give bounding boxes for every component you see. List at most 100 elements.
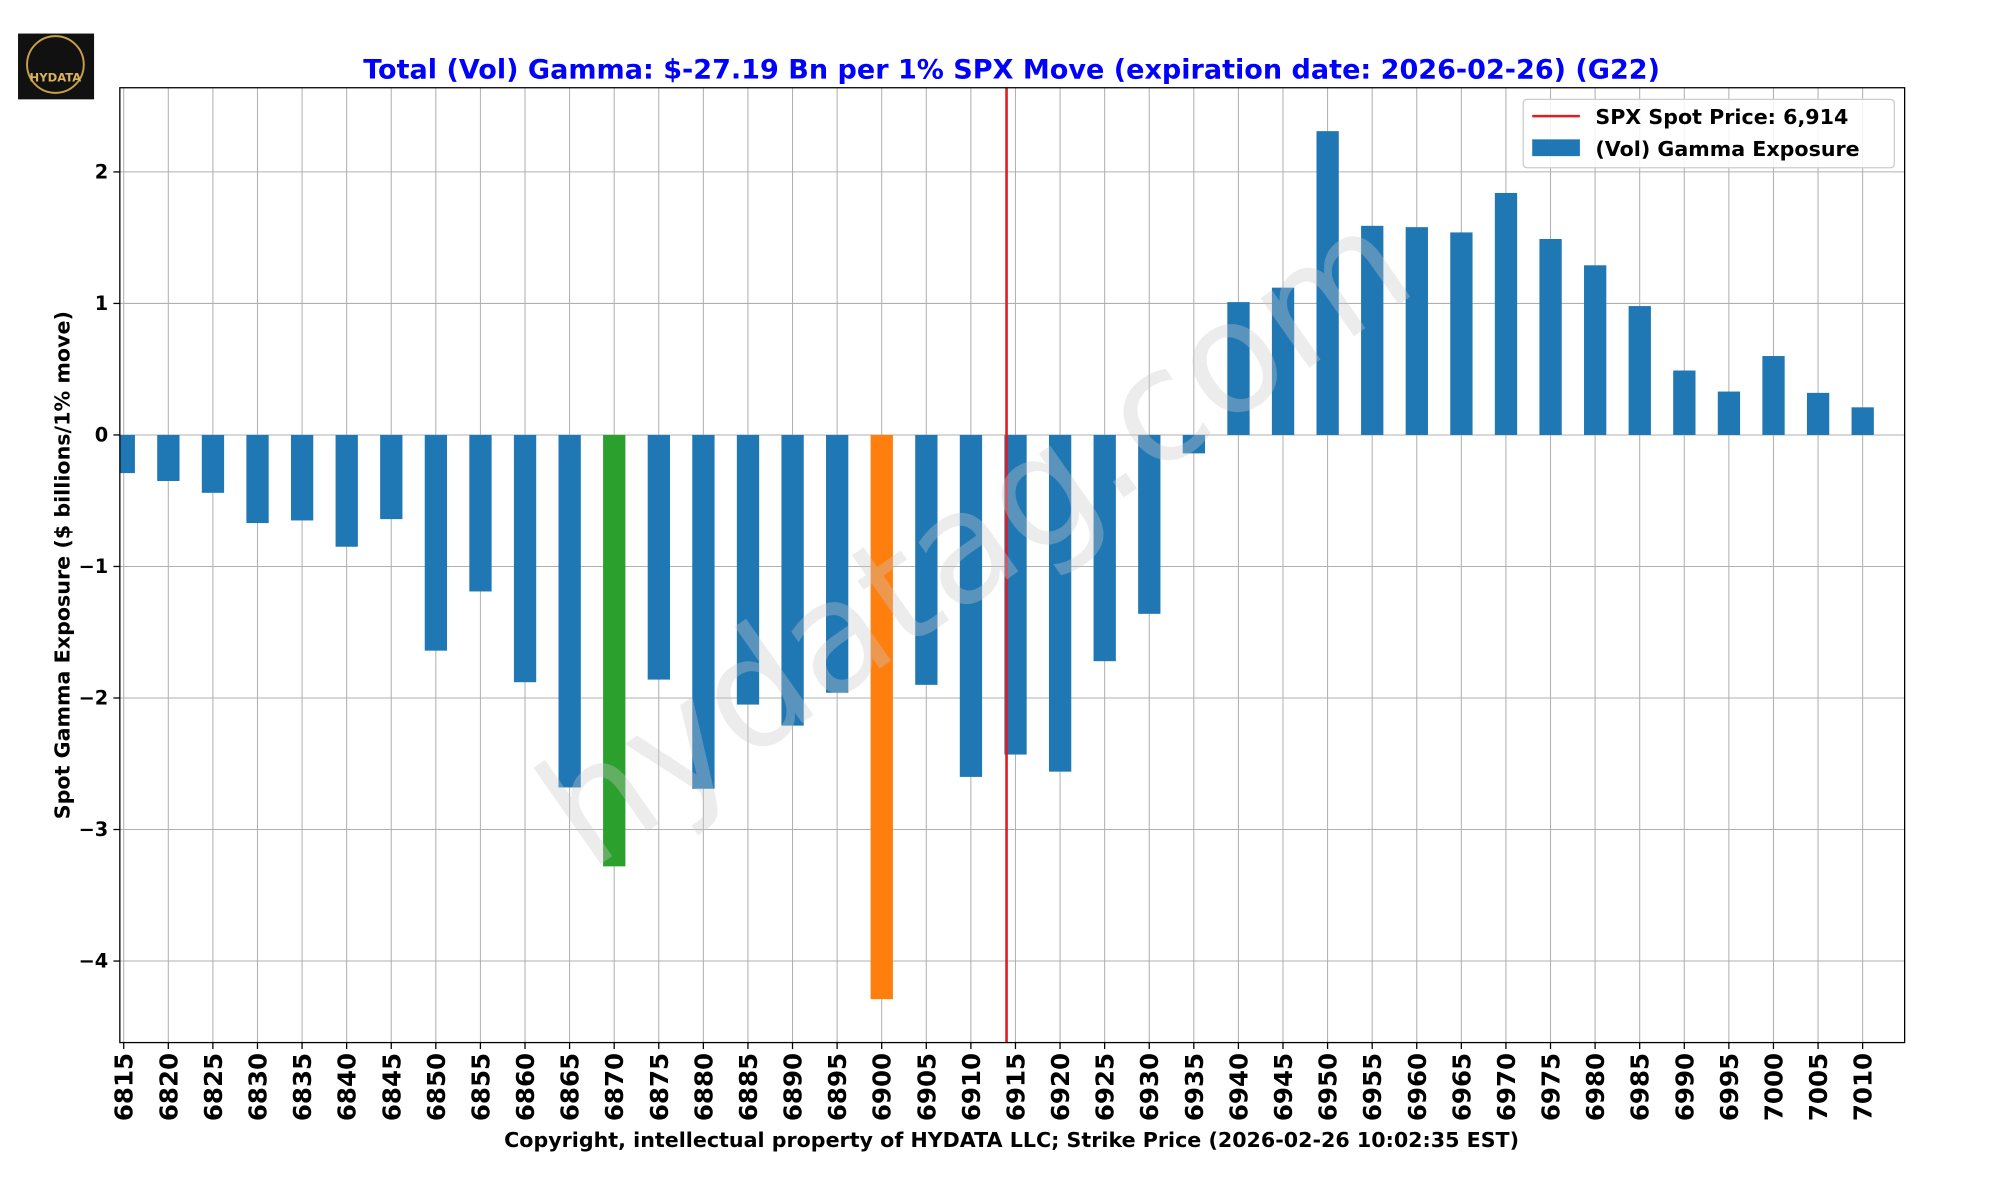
x-tick-label: 6925 [1091, 1053, 1120, 1121]
bar [1182, 434, 1206, 454]
x-tick-label: 7005 [1804, 1053, 1833, 1121]
x-tick-label: 6840 [333, 1053, 362, 1121]
x-tick-label: 6910 [957, 1053, 986, 1121]
bar [1450, 232, 1473, 435]
x-tick-label: 6935 [1180, 1053, 1209, 1121]
x-tick-label: 6820 [154, 1053, 183, 1121]
y-tick-label: 2 [95, 160, 108, 183]
x-tick-label: 6875 [645, 1053, 674, 1121]
bar [959, 434, 983, 777]
bar [558, 434, 581, 788]
x-tick-label: 6920 [1046, 1053, 1075, 1121]
x-tick-label: 6830 [244, 1053, 273, 1121]
x-tick-label: 6880 [689, 1053, 718, 1121]
x-tick-label: 6990 [1670, 1053, 1699, 1121]
grid: −4 −3 −2 −1 0 1 2 6815 6820 6825 6830 6835 6840 6845 6… [79, 87, 1905, 1121]
bar [246, 434, 269, 524]
bar [870, 434, 893, 1000]
x-tick-label: 6905 [912, 1053, 941, 1121]
x-tick-label: 6855 [466, 1053, 495, 1121]
x-tick-label: 6930 [1135, 1053, 1164, 1121]
bar [380, 434, 403, 520]
bar [647, 434, 670, 680]
y-tick-label: 0 [95, 423, 108, 446]
x-tick-label: 6975 [1537, 1053, 1566, 1121]
bar [201, 434, 225, 493]
x-tick-label: 6870 [600, 1053, 629, 1121]
bar [1004, 434, 1027, 755]
legend: SPX Spot Price: 6,914 (Vol) Gamma Exposur… [1522, 98, 1895, 169]
plot-frame [119, 87, 1906, 1044]
x-tick-label: 6885 [734, 1053, 763, 1121]
x-tick-label: 6985 [1626, 1053, 1655, 1121]
legend-label: SPX Spot Price: 6,914 [1595, 105, 1848, 129]
bar [513, 434, 537, 683]
bar [1628, 306, 1651, 435]
bar [603, 434, 626, 867]
bars [119, 131, 1874, 1000]
y-tick-label: 1 [95, 292, 108, 315]
y-tick-label: −4 [79, 949, 109, 972]
bar [1048, 434, 1072, 772]
x-tick-label: 6815 [110, 1053, 139, 1121]
x-tick-label: 7010 [1849, 1053, 1878, 1121]
x-tick-label: 7000 [1759, 1053, 1788, 1121]
x-tick-label: 6825 [199, 1053, 228, 1121]
x-tick-label: 6895 [823, 1053, 852, 1121]
x-axis-label: Copyright, intellectual property of HYDA… [504, 1128, 1519, 1152]
bar [1405, 227, 1428, 435]
bar [119, 434, 135, 474]
bar [1494, 192, 1518, 435]
bar [1227, 302, 1250, 435]
logo-text: HYDATA [30, 70, 82, 84]
x-tick-label: 6860 [511, 1053, 540, 1121]
y-tick-label: −2 [79, 686, 109, 709]
bar [1806, 392, 1830, 435]
x-tick-label: 6960 [1403, 1053, 1432, 1121]
bar [781, 434, 804, 726]
x-tick-label: 6955 [1358, 1053, 1387, 1121]
y-tick-label: −1 [79, 555, 109, 578]
x-tick-label: 6995 [1715, 1053, 1744, 1121]
chart-title: Total (Vol) Gamma: $-27.19 Bn per 1% SPX… [363, 55, 1660, 86]
x-tick-label: 6865 [556, 1053, 585, 1121]
legend-label: (Vol) Gamma Exposure [1595, 137, 1859, 161]
x-tick-label: 6980 [1581, 1053, 1610, 1121]
bar [1539, 238, 1562, 435]
logo-ring [26, 35, 85, 94]
bar [915, 434, 938, 685]
bar [1316, 131, 1339, 435]
logo [18, 33, 95, 100]
bar [1093, 434, 1116, 662]
watermark: hydatag.com [507, 172, 1442, 903]
bar [1673, 370, 1696, 435]
legend-box [1522, 98, 1895, 169]
x-tick-label: 6890 [779, 1053, 808, 1121]
bar [424, 434, 448, 651]
legend-swatch [1532, 139, 1580, 157]
bar [1271, 287, 1295, 435]
bar [335, 434, 358, 547]
x-tick-label: 6945 [1269, 1053, 1298, 1121]
bar [1584, 265, 1607, 435]
x-tick-label: 6900 [868, 1053, 897, 1121]
overlay: hydatag.com [507, 87, 1442, 1043]
bar [826, 434, 849, 693]
bar [1138, 434, 1161, 614]
y-axis-label: Spot Gamma Exposure ($ billions/1% move) [51, 311, 75, 819]
bar [157, 434, 180, 481]
x-tick-label: 6915 [1001, 1053, 1030, 1121]
bar [469, 434, 492, 592]
x-tick-label: 6835 [288, 1053, 317, 1121]
bar [1762, 356, 1785, 435]
x-tick-label: 6940 [1224, 1053, 1253, 1121]
x-tick-label: 6965 [1447, 1053, 1476, 1121]
x-tick-label: 6845 [377, 1053, 406, 1121]
bar [692, 434, 715, 789]
bar [1851, 407, 1874, 435]
x-tick-label: 6850 [422, 1053, 451, 1121]
bar [1717, 391, 1741, 435]
y-tick-label: −3 [79, 818, 109, 841]
bar [736, 434, 760, 705]
